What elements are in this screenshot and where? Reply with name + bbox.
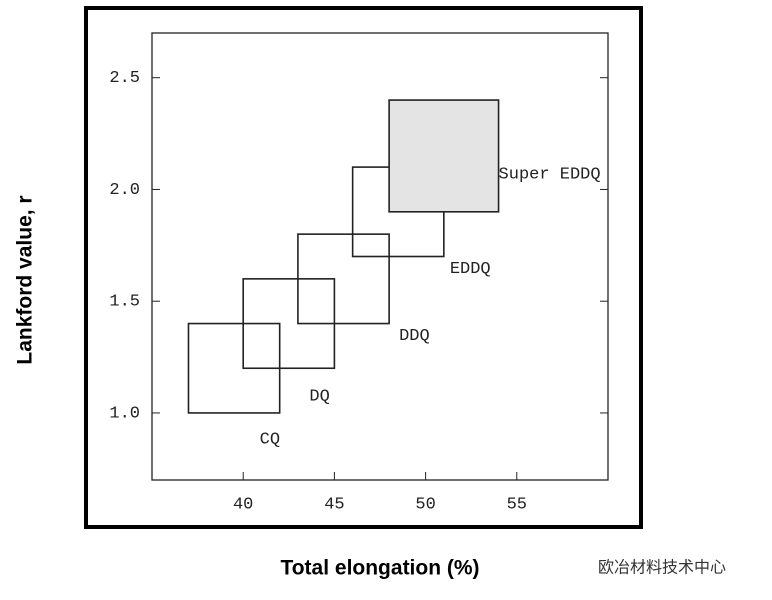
box-label: DQ — [309, 388, 329, 407]
x-axis-title: Total elongation (%) — [280, 557, 479, 580]
box-label: DDQ — [399, 327, 430, 346]
box — [297, 233, 390, 325]
y-axis-title: Lankford value, r — [14, 195, 37, 364]
y-tick-label: 2.0 — [109, 181, 140, 200]
plot-frame — [151, 32, 609, 481]
box-label: EDDQ — [450, 260, 491, 279]
y-tick-label: 1.0 — [109, 404, 140, 423]
x-tick-label: 50 — [415, 495, 435, 514]
box-label: Super EDDQ — [499, 165, 601, 184]
x-tick-label: 45 — [324, 495, 344, 514]
x-tick-label: 55 — [507, 495, 527, 514]
x-tick-label: 40 — [233, 495, 253, 514]
watermark: 欧冶材料技术中心 — [598, 558, 726, 577]
y-tick-label: 1.5 — [109, 293, 140, 312]
box-label: CQ — [260, 430, 280, 449]
outer-frame — [84, 6, 643, 529]
y-tick-label: 2.5 — [109, 69, 140, 88]
box — [388, 99, 500, 213]
